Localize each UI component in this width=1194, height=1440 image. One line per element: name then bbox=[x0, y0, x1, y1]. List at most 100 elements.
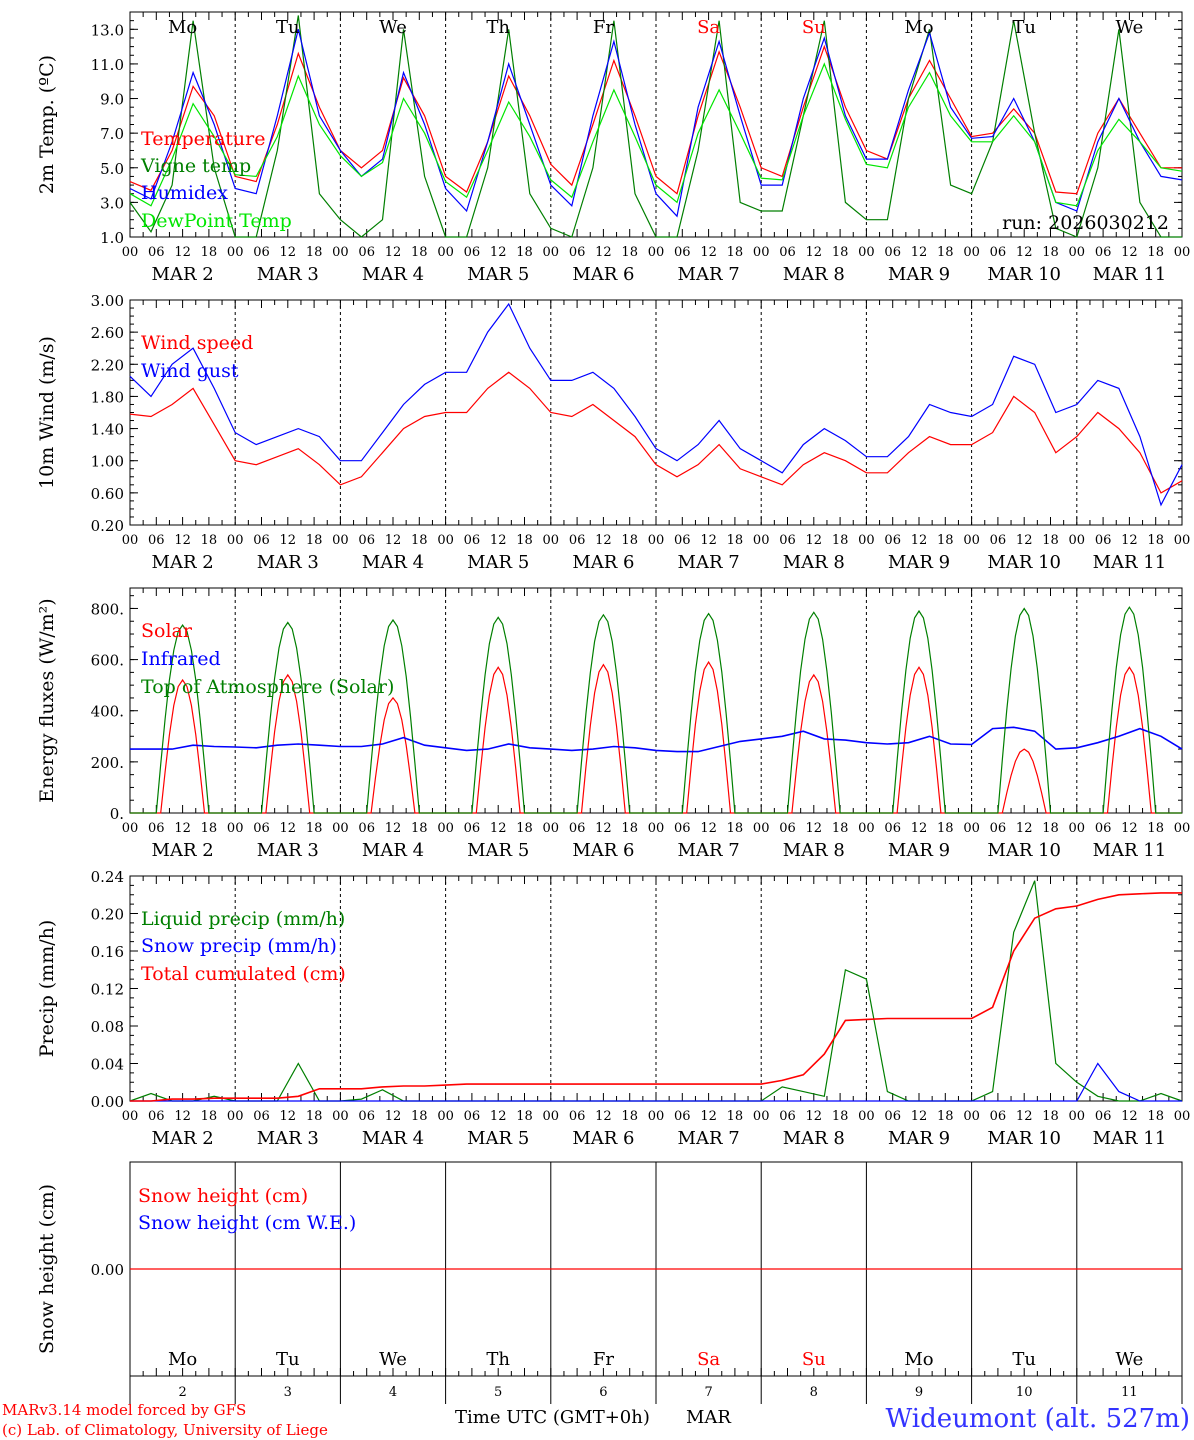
legend-toa-solar: Top of Atmosphere (Solar) bbox=[141, 676, 394, 698]
date-label: MAR 5 bbox=[467, 264, 529, 285]
date-number-label: 11 bbox=[1121, 1385, 1138, 1400]
hour-tick-label: 18 bbox=[1147, 245, 1164, 260]
hour-tick-label: 00 bbox=[332, 245, 349, 260]
hour-tick-label: 12 bbox=[385, 1109, 402, 1124]
day-name-label: Su bbox=[802, 1349, 826, 1370]
hour-tick-label: 06 bbox=[779, 245, 796, 260]
hour-tick-label: 12 bbox=[174, 245, 191, 260]
x-axis-label: Time UTC (GMT+0h) bbox=[455, 1407, 650, 1428]
hour-tick-label: 18 bbox=[621, 533, 638, 548]
legend-snow-height-we: Snow height (cm W.E.) bbox=[138, 1212, 356, 1234]
hour-tick-label: 00 bbox=[227, 245, 244, 260]
panel-flux: 0. 200. 400. 600. 800. Energy fluxes (W/m²) 00… bbox=[36, 587, 1190, 861]
hour-tick-label: 00 bbox=[963, 821, 980, 836]
day-name-label: Fr bbox=[593, 1349, 614, 1370]
hour-tick-label: 12 bbox=[700, 1109, 717, 1124]
hour-tick-label: 18 bbox=[516, 1109, 533, 1124]
hour-tick-label: 12 bbox=[280, 1109, 297, 1124]
hour-tick-label: 00 bbox=[963, 245, 980, 260]
hour-tick-label: 18 bbox=[1147, 533, 1164, 548]
y-tick-label: 7.0 bbox=[100, 125, 124, 143]
series-wind-gust bbox=[129, 302, 1183, 507]
hour-tick-label: 18 bbox=[832, 533, 849, 548]
hour-tick-label: 06 bbox=[569, 533, 586, 548]
hour-tick-label: 00 bbox=[1069, 1109, 1086, 1124]
day-name-label: Sa bbox=[697, 17, 720, 38]
date-label: MAR 5 bbox=[467, 1128, 529, 1149]
hour-tick-label: 12 bbox=[174, 533, 191, 548]
hour-tick-label: 00 bbox=[122, 1109, 139, 1124]
hour-tick-label: 18 bbox=[411, 245, 428, 260]
date-label: MAR 11 bbox=[1093, 264, 1167, 285]
date-label: MAR 7 bbox=[678, 1128, 740, 1149]
hour-tick-label: 00 bbox=[543, 821, 560, 836]
day-name-label: Tu bbox=[1012, 17, 1036, 38]
legend-vigne-temp: Vigne temp bbox=[140, 155, 251, 177]
hour-tick-label: 18 bbox=[516, 245, 533, 260]
hour-tick-label: 18 bbox=[411, 1109, 428, 1124]
hour-tick-label: 12 bbox=[1121, 245, 1138, 260]
hour-tick-label: 18 bbox=[306, 245, 323, 260]
day-name-label: Fr bbox=[593, 17, 614, 38]
hour-tick-label: 18 bbox=[621, 245, 638, 260]
date-label: MAR 10 bbox=[987, 552, 1061, 573]
date-label: MAR 5 bbox=[467, 840, 529, 861]
hour-tick-label: 06 bbox=[253, 533, 270, 548]
date-label: MAR 7 bbox=[678, 264, 740, 285]
hour-tick-label: 00 bbox=[1069, 245, 1086, 260]
hour-tick-label: 00 bbox=[753, 533, 770, 548]
hour-tick-label: 18 bbox=[621, 1109, 638, 1124]
hour-tick-label: 12 bbox=[700, 533, 717, 548]
hour-tick-label: 12 bbox=[1016, 245, 1033, 260]
y-tick-label: 13.0 bbox=[91, 21, 124, 39]
y-tick-label: 200. bbox=[91, 754, 124, 772]
hour-tick-label: 18 bbox=[937, 821, 954, 836]
series-top-of-atmosphere-solar- bbox=[130, 606, 1182, 814]
hour-tick-label: 12 bbox=[490, 533, 507, 548]
run-label: run: 2026030212 bbox=[1002, 212, 1169, 234]
hour-tick-label: 06 bbox=[569, 1109, 586, 1124]
hour-tick-label: 18 bbox=[411, 533, 428, 548]
hour-tick-label: 12 bbox=[1121, 821, 1138, 836]
y-axis-label: 2m Temp. (ºC) bbox=[36, 55, 58, 194]
hour-tick-label: 12 bbox=[911, 821, 928, 836]
hour-tick-label: 06 bbox=[779, 1109, 796, 1124]
day-name-label: We bbox=[379, 17, 407, 38]
series-humidex bbox=[129, 29, 1183, 218]
date-label: MAR 8 bbox=[783, 840, 845, 861]
hour-tick-label: 06 bbox=[569, 821, 586, 836]
hour-tick-label: 00 bbox=[648, 1109, 665, 1124]
hour-tick-label: 18 bbox=[201, 1109, 218, 1124]
hour-tick-label: 18 bbox=[832, 245, 849, 260]
date-label: MAR 11 bbox=[1093, 552, 1167, 573]
legend-snow-height: Snow height (cm) bbox=[138, 1185, 308, 1207]
date-label: MAR 5 bbox=[467, 552, 529, 573]
hour-tick-label: 06 bbox=[358, 821, 375, 836]
hour-tick-label: 12 bbox=[700, 821, 717, 836]
day-name-label: Th bbox=[486, 17, 510, 38]
hour-tick-label: 12 bbox=[1121, 533, 1138, 548]
hour-tick-label: 00 bbox=[858, 245, 875, 260]
day-name-label: Th bbox=[486, 1349, 510, 1370]
hour-tick-label: 12 bbox=[595, 245, 612, 260]
date-number-label: 10 bbox=[1016, 1385, 1033, 1400]
hour-tick-label: 06 bbox=[674, 821, 691, 836]
date-label: MAR 3 bbox=[257, 552, 319, 573]
hour-tick-label: 12 bbox=[911, 533, 928, 548]
hour-tick-label: 00 bbox=[543, 1109, 560, 1124]
y-tick-label: 0.24 bbox=[91, 868, 124, 886]
hour-tick-label: 06 bbox=[779, 821, 796, 836]
hour-tick-label: 00 bbox=[122, 821, 139, 836]
hour-tick-label: 18 bbox=[411, 821, 428, 836]
hour-tick-label: 00 bbox=[1069, 533, 1086, 548]
y-tick-label: 2.20 bbox=[91, 356, 124, 374]
day-name-label: Tu bbox=[276, 1349, 300, 1370]
hour-tick-label: 18 bbox=[1042, 245, 1059, 260]
hour-tick-label: 18 bbox=[727, 533, 744, 548]
date-label: MAR 3 bbox=[257, 1128, 319, 1149]
date-label: MAR 8 bbox=[783, 264, 845, 285]
hour-tick-label: 12 bbox=[280, 245, 297, 260]
hour-tick-label: 06 bbox=[1095, 1109, 1112, 1124]
date-number-label: 8 bbox=[810, 1385, 818, 1400]
date-label: MAR 7 bbox=[678, 840, 740, 861]
